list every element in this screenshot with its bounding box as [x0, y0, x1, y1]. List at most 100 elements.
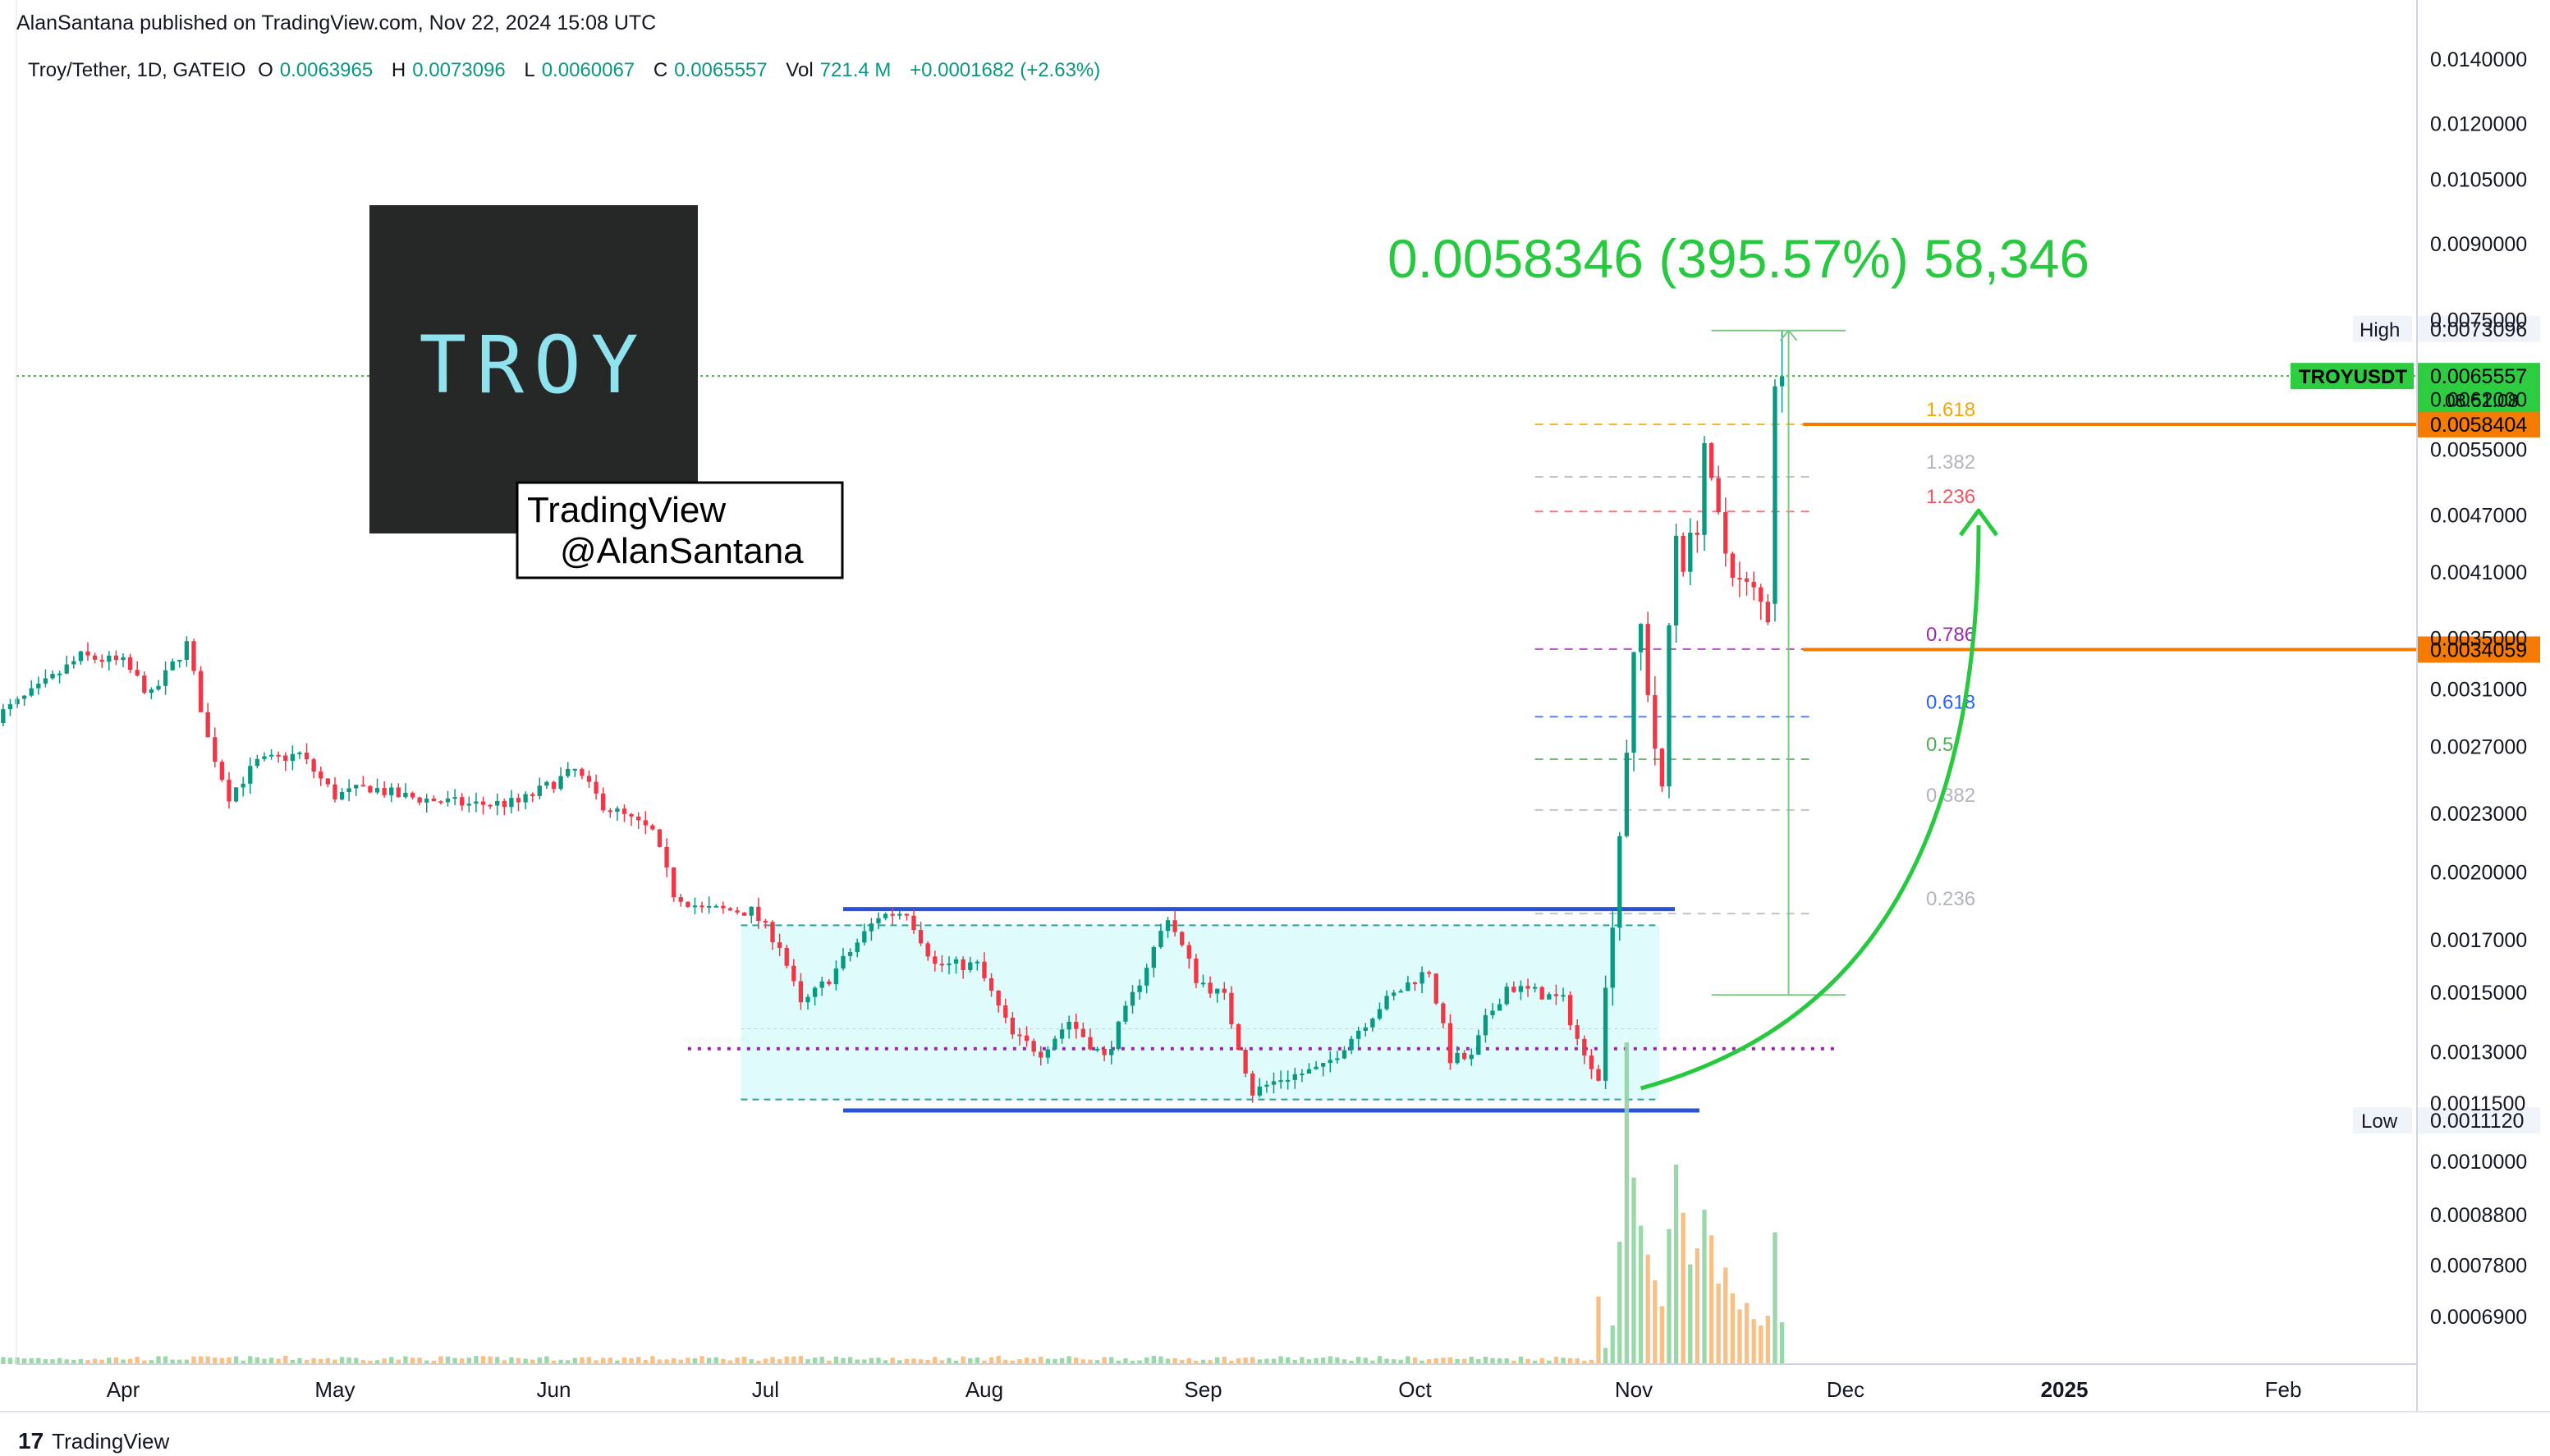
- candle-body: [99, 659, 104, 662]
- volume-bar: [21, 1358, 27, 1364]
- candle-body: [798, 981, 804, 1003]
- candle-body: [1603, 987, 1608, 1081]
- volume-bar: [15, 1357, 20, 1364]
- x-tick-label: Nov: [1615, 1377, 1653, 1402]
- candle-body: [1363, 1027, 1368, 1031]
- volume-bar: [1094, 1360, 1100, 1364]
- volume-bar: [1773, 1232, 1777, 1364]
- volume-bar: [883, 1360, 888, 1364]
- candle-body: [727, 908, 733, 911]
- volume-bar: [615, 1360, 620, 1364]
- volume-bar: [1398, 1359, 1403, 1364]
- candle-body: [1109, 1049, 1114, 1055]
- volume-bar: [904, 1358, 910, 1364]
- volume-bar: [1292, 1359, 1297, 1364]
- volume-bar: [988, 1357, 994, 1364]
- volume-bar: [319, 1358, 323, 1364]
- volume-bar: [1102, 1357, 1107, 1364]
- candle-body: [403, 792, 408, 798]
- volume-bar: [1278, 1356, 1283, 1364]
- volume-bar: [1039, 1356, 1043, 1364]
- candle-body: [184, 641, 190, 660]
- candle-body: [1702, 442, 1707, 535]
- candle-body: [1447, 1023, 1453, 1064]
- volume-bar: [1215, 1357, 1220, 1364]
- volume-bar: [1384, 1358, 1389, 1364]
- candle-body: [1518, 986, 1524, 992]
- volume-bar: [664, 1359, 669, 1364]
- volume-bar: [1582, 1360, 1587, 1364]
- volume-bar: [862, 1359, 867, 1364]
- tradingview-logo-icon[interactable]: 17: [18, 1428, 44, 1454]
- candle-body: [1525, 986, 1530, 989]
- candle-body: [1455, 1052, 1460, 1064]
- volume-bar: [841, 1358, 846, 1364]
- volume-bar: [290, 1359, 296, 1364]
- volume-bar: [1053, 1358, 1057, 1364]
- candle-body: [1165, 920, 1171, 932]
- candle-body: [933, 956, 938, 964]
- volume-bar: [113, 1357, 119, 1364]
- candle-body: [1504, 987, 1509, 1005]
- watermark-box: [516, 481, 844, 579]
- volume-bar: [78, 1358, 84, 1364]
- volume-bar: [558, 1359, 563, 1364]
- open-label: O: [258, 59, 273, 81]
- candle-body: [1716, 478, 1721, 513]
- footer-brand[interactable]: TradingView: [52, 1428, 170, 1454]
- candle-body: [1137, 985, 1142, 992]
- candle-body: [643, 820, 648, 826]
- volume-bar: [1681, 1212, 1685, 1364]
- symbol-label[interactable]: Troy/Tether, 1D, GATEIO: [28, 59, 246, 81]
- volume-bar: [911, 1358, 916, 1364]
- high-tag-label: High: [2360, 319, 2400, 341]
- volume-bar: [1080, 1359, 1086, 1364]
- volume-bar: [339, 1357, 345, 1364]
- candle-body: [1059, 1029, 1065, 1039]
- volume-bar: [354, 1358, 359, 1364]
- volume-bar: [1539, 1358, 1544, 1364]
- candle-body: [368, 785, 373, 793]
- candle-body: [417, 797, 422, 803]
- volume-bar: [438, 1356, 443, 1364]
- x-tick-label: Oct: [1398, 1377, 1432, 1402]
- candle-body: [819, 981, 824, 988]
- volume-bar: [466, 1358, 471, 1364]
- volume-bar: [784, 1356, 789, 1364]
- candle-body: [509, 798, 514, 808]
- open-value: 0.0063965: [279, 59, 374, 81]
- candle-body: [1017, 1034, 1022, 1037]
- close-value: 0.0065557: [674, 59, 768, 81]
- volume-bar: [1024, 1358, 1030, 1364]
- candle-body: [480, 801, 486, 805]
- candle-body: [1553, 994, 1559, 996]
- candle-body: [827, 981, 832, 985]
- volume-bar: [1116, 1360, 1121, 1364]
- candle-body: [1624, 753, 1630, 836]
- level-tag: [2417, 410, 2540, 437]
- volume-bar: [968, 1358, 973, 1364]
- candle-body: [177, 659, 182, 662]
- candle-body: [78, 651, 84, 662]
- candle-body: [198, 671, 204, 712]
- volume-bar: [1426, 1359, 1432, 1364]
- volume-bar: [374, 1360, 380, 1364]
- current-price-tag: [2417, 363, 2540, 413]
- volume-bar: [1603, 1348, 1608, 1364]
- low-tag-label: Low: [2361, 1110, 2398, 1133]
- volume-bar: [1257, 1359, 1262, 1364]
- volume-bar: [1356, 1357, 1361, 1364]
- volume-bar: [1391, 1359, 1397, 1364]
- volume-bar: [424, 1360, 429, 1364]
- volume-bar: [1737, 1309, 1742, 1364]
- candle-body: [255, 758, 260, 767]
- volume-bar: [1561, 1358, 1566, 1364]
- volume-bar: [1483, 1357, 1488, 1364]
- candle-body: [812, 987, 818, 997]
- x-tick-label: Dec: [1827, 1377, 1864, 1402]
- candle-body: [1596, 1069, 1601, 1081]
- y-tick-label: 0.0031000: [2430, 678, 2527, 701]
- candle-body: [1286, 1079, 1291, 1082]
- footer[interactable]: 17 TradingView: [18, 1428, 169, 1454]
